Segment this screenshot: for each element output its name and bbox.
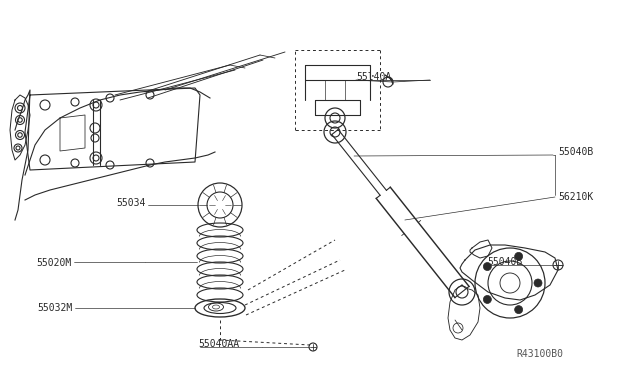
Circle shape <box>483 263 492 270</box>
Text: 55034: 55034 <box>116 198 146 208</box>
Text: 55020M: 55020M <box>36 258 72 268</box>
Circle shape <box>534 279 542 287</box>
Text: 55040B: 55040B <box>558 147 593 157</box>
Text: 55032M: 55032M <box>38 303 73 313</box>
Text: 56210K: 56210K <box>558 192 593 202</box>
Text: 55ŀ40A: 55ŀ40A <box>356 72 391 82</box>
Text: 55040B: 55040B <box>487 257 522 267</box>
Text: R43100B0: R43100B0 <box>516 349 563 359</box>
Circle shape <box>483 295 492 304</box>
Circle shape <box>515 306 523 314</box>
Text: 55040AA: 55040AA <box>198 339 239 349</box>
Circle shape <box>515 252 523 260</box>
